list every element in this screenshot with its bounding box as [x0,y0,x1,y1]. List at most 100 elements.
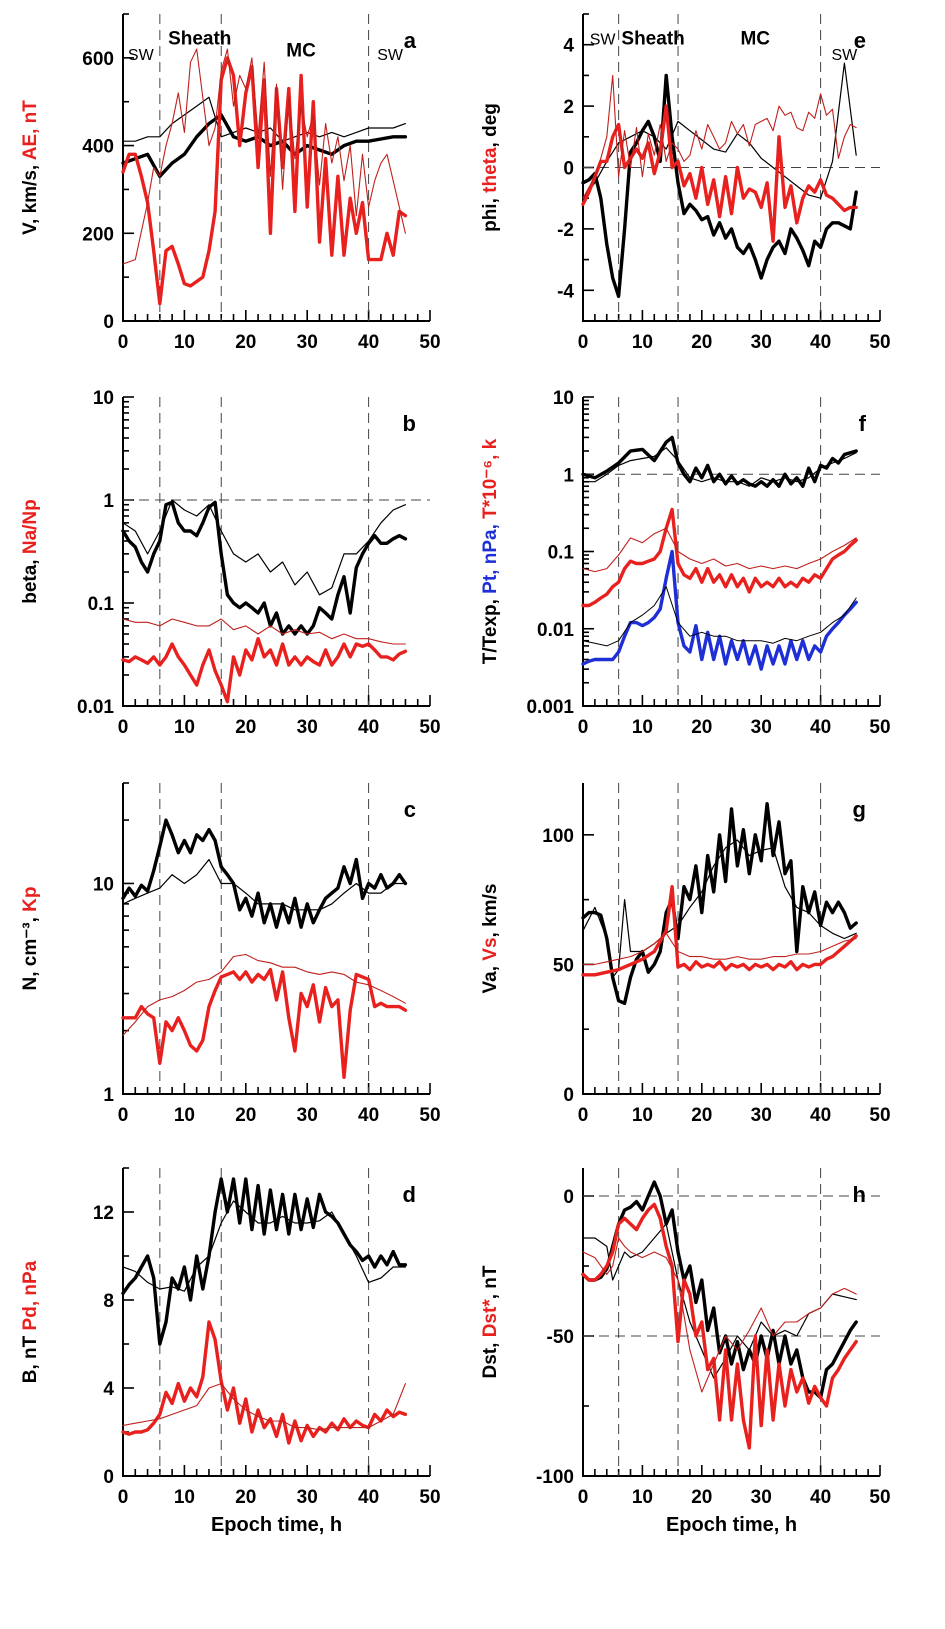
series-line-0 [121,818,408,929]
x-tick-label: 0 [118,1487,129,1508]
y-axis-title: Dst, Dst*, nT [480,1265,501,1378]
series-line-1 [582,839,857,979]
series-line-0 [121,1177,408,1346]
series-line-3 [122,618,406,645]
x-tick-label: 0 [578,717,589,738]
x-tick-label: 0 [118,332,129,353]
x-tick-label: 40 [358,717,379,738]
x-tick-label: 30 [297,1105,318,1126]
series-line-1 [582,1223,857,1379]
x-tick-label: 30 [297,717,318,738]
series-line-3 [582,932,857,965]
x-axis-title: Epoch time, h [666,1514,797,1536]
series-line-0 [121,113,408,179]
y-tick-label: 0.1 [548,543,575,564]
region-label: SW [831,47,858,64]
y-tick-label: 1 [103,491,114,512]
x-tick-label: 50 [419,332,440,353]
panel-label: h [853,1182,866,1207]
y-tick-label: 4 [563,36,574,57]
y-tick-label: 1 [103,1085,114,1106]
panel-d: 0 10 20 30 40 50 0 4 8 12 Epoch time, h B, nT Pd, n… [20,1167,441,1536]
x-tick-label: 40 [810,717,831,738]
x-tick-label: 40 [358,1487,379,1508]
series-line-5 [582,586,857,647]
y-axis-title-part: Vs [480,937,501,960]
panel-f: 0 10 20 30 40 50 0.001 0.01 0.1 1 10 T/Texp, Pt, nP… [480,388,891,738]
x-tick-label: 10 [174,332,195,353]
y-axis-title-part: V, km/s, [20,160,41,235]
series-line-3 [122,953,406,1036]
y-tick-label: 10 [93,874,114,895]
x-tick-label: 30 [297,332,318,353]
y-axis-title: B, nT Pd, nPa [20,1260,41,1383]
x-tick-label: 40 [358,332,379,353]
x-tick-label: 10 [174,1105,195,1126]
series-line-2 [581,104,858,243]
y-axis-title: Va, Vs, km/s [480,884,501,994]
series-line-3 [582,74,857,199]
y-axis-title-part: B, nT [20,1330,41,1383]
y-axis-title: V, km/s, AE, nT [20,100,41,235]
y-axis-title: beta, Na/Np [20,499,41,604]
y-axis-title-part: theta [480,147,501,193]
series-line-0 [581,435,858,488]
series-line-1 [122,858,406,911]
series-line-2 [581,885,858,977]
y-axis-title-part: Dst* [480,1299,501,1338]
series-line-1 [582,447,857,487]
y-tick-label: -100 [536,1467,574,1488]
region-label: MC [740,28,770,49]
x-tick-label: 0 [118,717,129,738]
panel-a: 0 10 20 30 40 50 0 200 400 600 V, km/s, AE, nT SW Sh… [20,13,441,353]
series-line-0 [581,802,858,1005]
x-tick-label: 10 [632,1487,653,1508]
x-tick-label: 20 [235,717,256,738]
y-axis-title: T/Texp, Pt, nPa, T*10⁻⁶, k [480,438,501,664]
x-tick-label: 20 [235,1105,256,1126]
region-label: SW [590,31,617,48]
series-line-2 [121,637,408,704]
panel-h: 0 10 20 30 40 50 -100 -50 0 Epoch time, h Dst, Dst… [480,1168,891,1536]
y-tick-label: 0 [103,1467,114,1488]
y-tick-label: 0.01 [537,620,574,641]
x-tick-label: 40 [810,1487,831,1508]
x-tick-label: 20 [235,1487,256,1508]
y-axis-title-part: Pt, nPa, [480,519,501,594]
x-tick-label: 50 [869,1487,890,1508]
x-tick-label: 40 [810,1105,831,1126]
y-axis-title-part: T/Texp, [480,594,501,664]
panel-label: b [403,411,416,436]
series-line-2 [121,1320,408,1445]
x-tick-label: 40 [358,1105,379,1126]
x-tick-label: 20 [691,1105,712,1126]
x-tick-label: 0 [578,332,589,353]
y-tick-label: -4 [557,281,574,302]
series-line-2 [121,56,408,306]
region-label: MC [286,41,316,62]
x-tick-label: 50 [419,1487,440,1508]
y-axis-title-part: beta, [20,554,41,604]
series-line-1 [122,1200,406,1292]
y-tick-label: 0 [563,159,574,180]
y-axis-title-part: Na/Np [20,499,41,554]
x-tick-label: 20 [235,332,256,353]
region-label: Sheath [621,28,684,49]
x-tick-label: 10 [632,332,653,353]
x-tick-label: 0 [578,1487,589,1508]
y-axis-title-part: N, cm⁻³, [20,912,41,991]
series-line-3 [582,527,857,573]
y-tick-label: 50 [553,955,574,976]
y-axis-title-part: , deg [480,103,501,147]
y-tick-label: -50 [547,1327,574,1348]
x-tick-label: 30 [751,1487,772,1508]
series-line-2 [121,967,408,1080]
panel-label: g [853,797,866,822]
panel-label: e [854,28,866,53]
y-axis-title-part: Dst, [480,1337,501,1378]
y-axis-title-part: Kp [20,887,41,912]
x-tick-label: 40 [810,332,831,353]
region-label: Sheath [168,28,231,49]
series-line-1 [122,96,406,142]
